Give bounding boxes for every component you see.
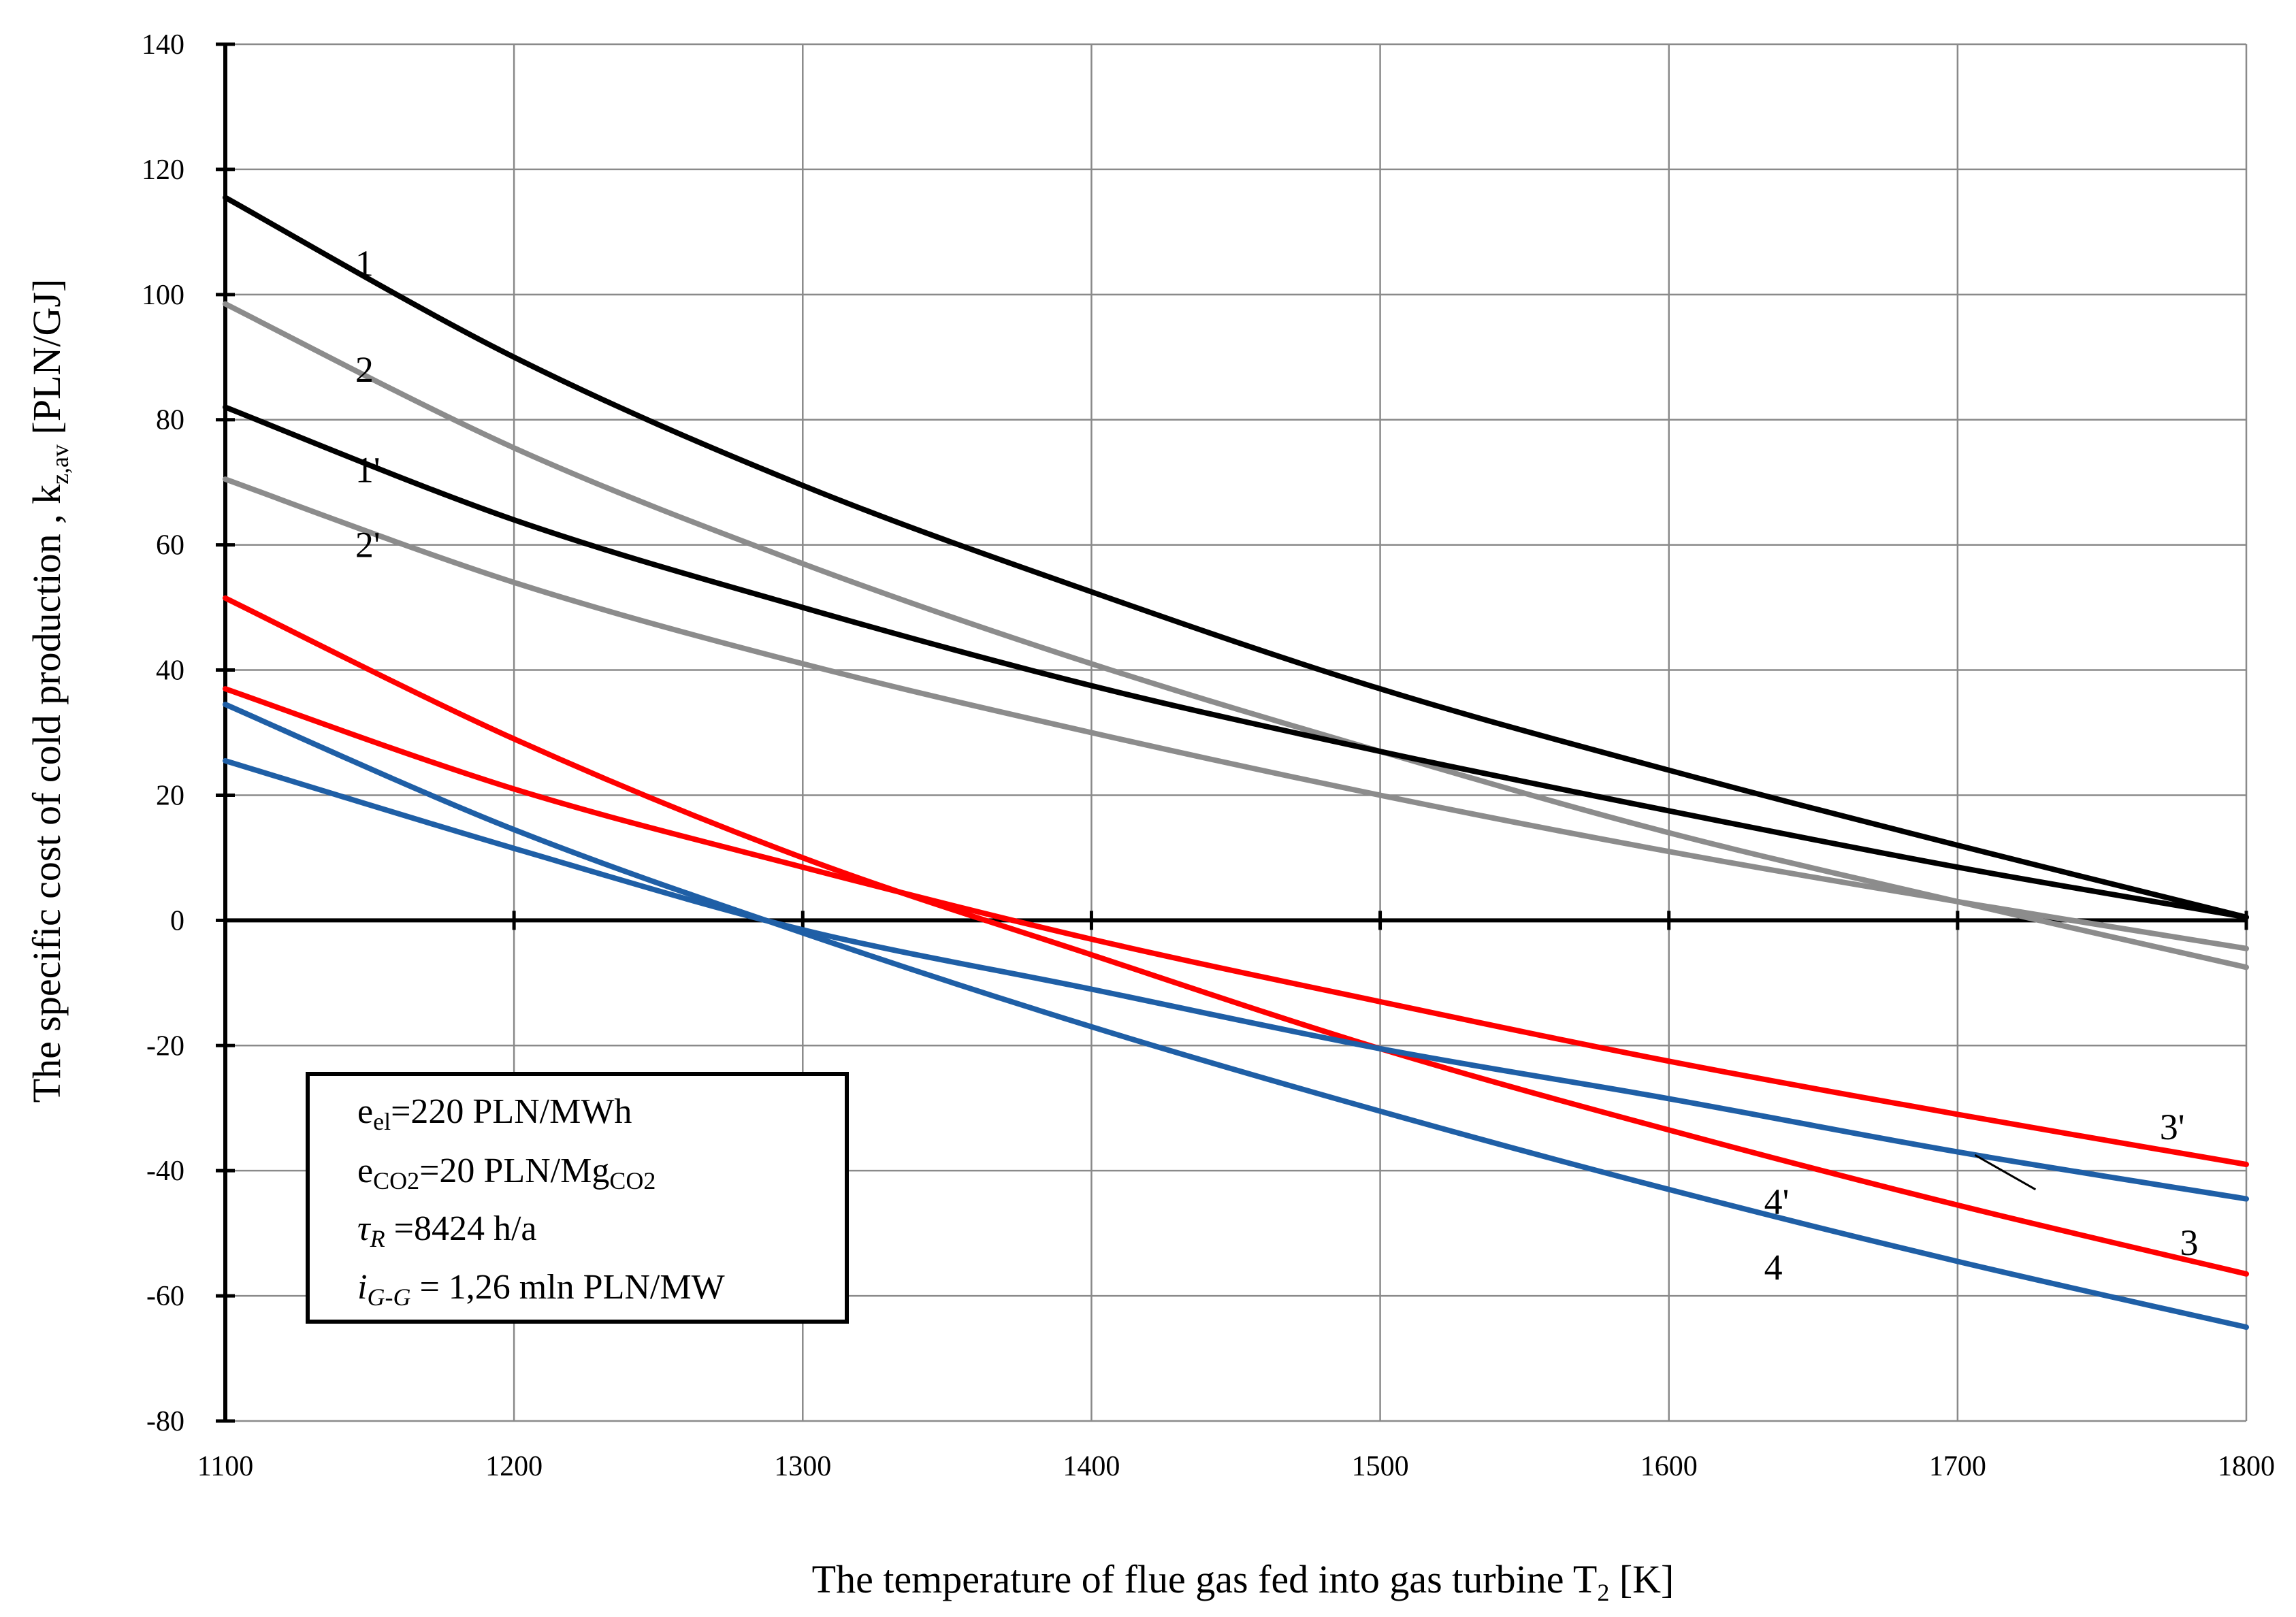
series-line-4 <box>223 702 2249 1330</box>
info-line-tau-main: τ <box>357 1209 372 1248</box>
x-tick-label-1400: 1400 <box>1063 1451 1120 1482</box>
x-tick-label-1700: 1700 <box>1929 1451 1986 1482</box>
info-line-co2-rest: =20 PLN/Mg <box>419 1152 609 1190</box>
info-box: eel=220 PLN/MWh eCO2=20 PLN/MgCO2 τR =84… <box>306 1072 849 1324</box>
y-tick-label--40: -40 <box>146 1156 184 1187</box>
y-tick-label--60: -60 <box>146 1281 184 1312</box>
y-tick-label-80: 80 <box>156 405 184 436</box>
tick-labels: 1100 1200 1300 1400 1500 1600 1700 1800-80-60-4… <box>142 29 2275 1482</box>
curve-labels: 1 2 1' 2' 3' 4' 3 4 <box>355 243 2199 1288</box>
x-tick-label-1800: 1800 <box>2218 1451 2275 1482</box>
curve-label-4: 4 <box>1764 1247 1783 1288</box>
series-line-2 <box>223 301 2249 970</box>
info-line-co2-sub2: CO2 <box>609 1167 656 1194</box>
info-line-electricity: eel=220 PLN/MWh <box>357 1092 632 1135</box>
info-line-tau-sub: R <box>370 1225 385 1252</box>
x-tick-label-1100: 1100 <box>197 1451 253 1482</box>
info-line-investment: iG-G = 1,26 mln PLN/MW <box>357 1268 725 1311</box>
info-line-electricity-rest: =220 PLN/MWh <box>391 1092 632 1131</box>
info-line-investment-main: i <box>357 1268 367 1307</box>
x-tick-label-1300: 1300 <box>774 1451 831 1482</box>
curve-label-2-prime: 2' <box>355 525 381 566</box>
y-axis-title-text: The specific cost of cold production , k <box>25 485 69 1102</box>
x-axis-title-sub: 2 <box>1597 1579 1609 1606</box>
series-line-4-prime <box>223 757 2249 1202</box>
x-axis-title: The temperature of flue gas fed into gas… <box>812 1557 1675 1606</box>
curve-label-4-prime: 4' <box>1764 1181 1790 1222</box>
y-axis-title-unit: [PLN/GJ] <box>25 279 69 444</box>
x-axis-title-text: The temperature of flue gas fed into gas… <box>812 1557 1598 1601</box>
info-line-co2-sub: CO2 <box>373 1167 419 1194</box>
info-line-electricity-main: e <box>357 1092 373 1131</box>
info-line-co2-main: e <box>357 1152 373 1190</box>
y-tick-label--80: -80 <box>146 1406 184 1437</box>
y-axis-title: The specific cost of cold production , k… <box>25 279 74 1103</box>
curve-label-2: 2 <box>355 349 374 390</box>
x-tick-label-1500: 1500 <box>1352 1451 1409 1482</box>
x-axis-title-unit: [K] <box>1609 1557 1674 1601</box>
info-line-tau-rest: =8424 h/a <box>385 1209 537 1248</box>
curve-label-1-prime: 1' <box>355 449 381 490</box>
info-line-electricity-sub: el <box>373 1108 391 1135</box>
info-line-investment-sub: G-G <box>367 1284 410 1311</box>
y-tick-label-140: 140 <box>142 29 184 61</box>
leader-line-4-prime <box>1974 1154 2037 1191</box>
series-line-1-prime <box>223 404 2249 920</box>
info-box-frame <box>306 1072 849 1324</box>
series-line-3 <box>223 595 2249 1277</box>
axes <box>216 42 2248 1423</box>
series-line-3-prime <box>223 686 2249 1167</box>
curve-label-3: 3 <box>2180 1222 2198 1263</box>
series-line-2-prime <box>223 476 2249 951</box>
y-tick-label-40: 40 <box>156 655 184 687</box>
y-tick-label-120: 120 <box>142 154 184 186</box>
series-layer <box>223 195 2249 1330</box>
y-tick-label-20: 20 <box>156 780 184 811</box>
info-line-tau: τR =8424 h/a <box>357 1209 536 1252</box>
y-tick-label-60: 60 <box>156 530 184 561</box>
y-tick-label--20: -20 <box>146 1030 184 1062</box>
y-tick-label-0: 0 <box>170 905 184 936</box>
y-axis-title-sub: z,av <box>46 444 74 485</box>
y-tick-label-100: 100 <box>142 280 184 311</box>
x-tick-label-1200: 1200 <box>485 1451 543 1482</box>
info-line-co2: eCO2=20 PLN/MgCO2 <box>357 1152 656 1194</box>
curve-label-3-prime: 3' <box>2160 1107 2185 1147</box>
series-line-1 <box>223 195 2249 920</box>
info-line-investment-rest: = 1,26 mln PLN/MW <box>410 1268 724 1307</box>
x-tick-label-1600: 1600 <box>1640 1451 1698 1482</box>
curve-label-1: 1 <box>355 243 374 284</box>
